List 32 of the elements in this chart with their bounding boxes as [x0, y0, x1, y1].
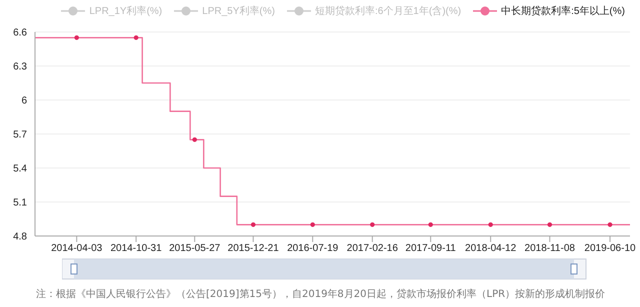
legend-label: 中长期贷款利率:5年以上(%) — [501, 4, 625, 18]
x-tick-label: 2019-06-10 — [584, 243, 636, 254]
legend-label: LPR_1Y利率(%) — [89, 4, 162, 18]
x-tick-label: 2018-11-08 — [524, 243, 576, 254]
point — [74, 35, 79, 40]
x-tick-label: 2015-12-21 — [228, 243, 280, 254]
legend-label: LPR_5Y利率(%) — [202, 4, 275, 18]
legend-label: 短期贷款利率:6个月至1年(含)(%) — [314, 4, 462, 18]
y-tick-label: 4.8 — [13, 232, 28, 243]
point — [370, 222, 375, 227]
x-tick-label: 2017-09-11 — [405, 243, 456, 254]
point — [488, 222, 493, 227]
point — [428, 222, 433, 227]
point — [250, 222, 256, 227]
point — [134, 35, 138, 40]
y-tick-label: 6.3 — [13, 62, 28, 73]
y-tick-label: 5.7 — [13, 130, 28, 141]
y-tick-label: 5.1 — [13, 198, 28, 209]
text: 注：根据《中国人民银行公告》（公告[2019]第15号），自2019年8月20日起，贷款市场报价利率（LPR）按新的形成机制报价 — [36, 288, 606, 301]
x-tick-label: 2015-05-27 — [169, 243, 221, 254]
x-tick-label: 2014-04-03 — [51, 243, 103, 254]
x-tick-label: 2016-07-19 — [287, 243, 339, 254]
x-tick-label: 2017-02-16 — [346, 243, 398, 254]
y-tick-label: 6 — [21, 96, 28, 107]
y-tick-label: 5.4 — [13, 164, 28, 175]
point — [547, 222, 552, 227]
point — [310, 222, 315, 227]
x-tick-label: 2018-04-12 — [465, 243, 517, 254]
point — [608, 222, 612, 227]
x-tick-label: 2014-10-31 — [110, 243, 162, 254]
y-tick-label: 6.6 — [13, 28, 28, 39]
point — [192, 137, 197, 142]
